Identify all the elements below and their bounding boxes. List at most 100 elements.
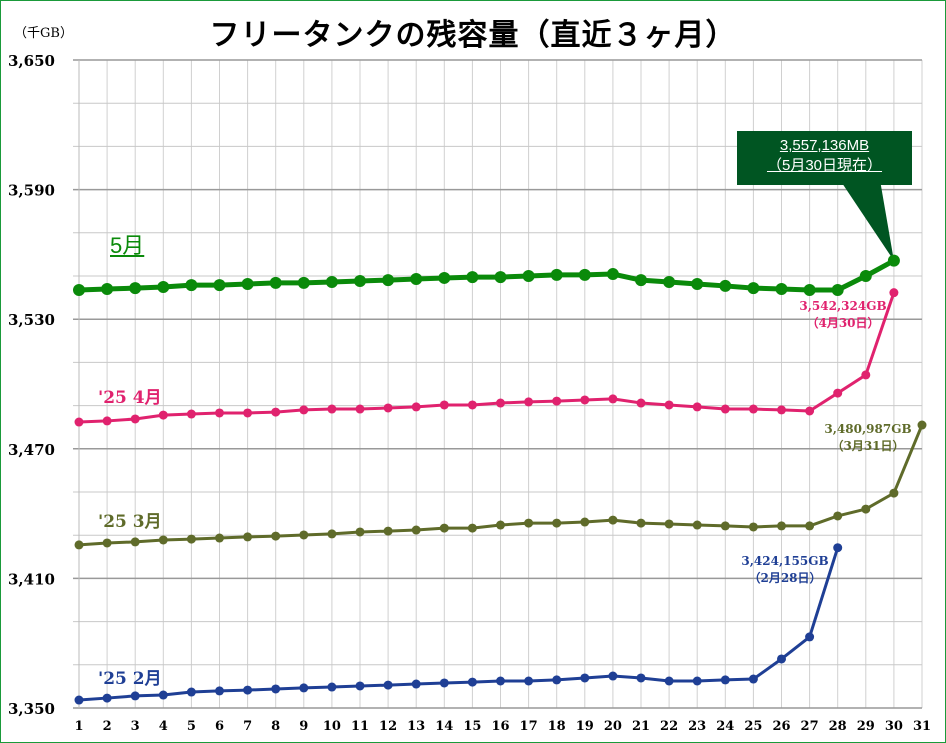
data-point (552, 675, 562, 685)
data-point (243, 408, 253, 418)
callout-may-latest: 3,557,136MB （5月30日現在） (737, 131, 912, 185)
annotation-mar: 3,480,987GB （3月31日） (818, 421, 918, 455)
x-tick-label: 26 (772, 719, 790, 734)
data-point (691, 277, 704, 290)
data-point (580, 517, 590, 527)
data-point (775, 282, 788, 295)
data-point (327, 529, 337, 539)
series-label-feb: '25 2月 (98, 669, 162, 689)
data-point (327, 682, 337, 692)
data-point (664, 676, 674, 686)
data-point (410, 273, 423, 286)
data-point (102, 416, 112, 426)
x-tick-label: 6 (215, 719, 224, 734)
data-point (439, 523, 449, 533)
data-point (664, 519, 674, 529)
data-point (383, 526, 393, 536)
data-point (917, 420, 927, 430)
data-point (522, 270, 535, 282)
data-point (186, 409, 196, 419)
data-point (355, 527, 365, 537)
data-point (271, 684, 281, 694)
data-point (383, 403, 393, 413)
x-tick-label: 10 (323, 719, 341, 734)
data-point (74, 417, 84, 427)
data-point (524, 397, 534, 407)
x-tick-label: 14 (435, 719, 453, 734)
data-point (74, 540, 84, 550)
data-point (411, 525, 421, 535)
x-tick-label: 7 (243, 719, 252, 734)
data-point (833, 388, 843, 398)
y-tick-label: 3,410 (8, 570, 55, 588)
data-point (466, 271, 479, 284)
data-point (129, 282, 142, 295)
data-point (215, 533, 224, 543)
data-point (467, 523, 477, 533)
data-point (355, 404, 365, 414)
data-point (130, 691, 140, 701)
data-point (327, 404, 337, 414)
annotation-mar-date: （3月31日） (831, 439, 905, 453)
data-point (887, 254, 900, 267)
data-point (578, 268, 591, 281)
data-point (186, 534, 196, 544)
data-point (130, 537, 140, 547)
data-point (692, 402, 702, 412)
x-tick-label: 27 (801, 719, 819, 734)
data-point (748, 522, 758, 532)
data-point (636, 673, 646, 683)
data-point (382, 274, 395, 287)
data-point (777, 521, 786, 531)
x-tick-label: 30 (885, 719, 903, 734)
y-tick-label: 3,350 (8, 700, 55, 718)
data-point (438, 271, 451, 284)
series-line-1 (78, 292, 896, 424)
x-tick-label: 1 (74, 719, 83, 734)
data-point (130, 414, 140, 424)
data-point (805, 521, 815, 531)
series-line-0 (78, 258, 896, 293)
data-point (580, 395, 590, 405)
data-point (833, 511, 843, 521)
annotation-apr: 3,542,324GB （4月30日） (788, 298, 898, 332)
x-tick-label: 31 (913, 719, 931, 734)
x-tick-label: 11 (351, 719, 369, 734)
data-point (550, 268, 563, 281)
data-point (496, 398, 505, 408)
data-point (833, 543, 843, 553)
data-point (215, 408, 224, 418)
data-point (805, 632, 815, 642)
annotation-feb: 3,424,155GB （2月28日） (735, 553, 835, 587)
x-tick-label: 13 (407, 719, 425, 734)
data-point (580, 673, 590, 683)
data-point (269, 276, 282, 289)
chart-title: フリータンクの残容量（直近３ヶ月） (209, 18, 737, 53)
data-point (271, 531, 281, 541)
data-point (861, 504, 871, 514)
data-point (213, 279, 226, 292)
annotation-apr-value: 3,542,324GB (799, 299, 887, 313)
data-point (831, 284, 844, 297)
data-point (552, 518, 562, 528)
data-point (101, 282, 114, 295)
data-point (889, 288, 899, 298)
data-point (157, 281, 170, 294)
data-point (185, 279, 198, 292)
x-tick-label: 3 (131, 719, 140, 734)
data-point (720, 675, 730, 685)
data-point (467, 677, 477, 687)
x-tick-label: 28 (829, 719, 847, 734)
data-point (158, 535, 168, 545)
data-point (692, 676, 702, 686)
x-tick-label: 12 (379, 719, 397, 734)
x-tick-label: 8 (271, 719, 280, 734)
data-point (664, 400, 674, 410)
data-point (720, 521, 730, 531)
x-tick-label: 17 (520, 719, 538, 734)
x-tick-label: 5 (187, 719, 196, 734)
x-tick-label: 23 (688, 719, 706, 734)
data-point (271, 407, 281, 417)
y-tick-label: 3,470 (8, 441, 55, 459)
